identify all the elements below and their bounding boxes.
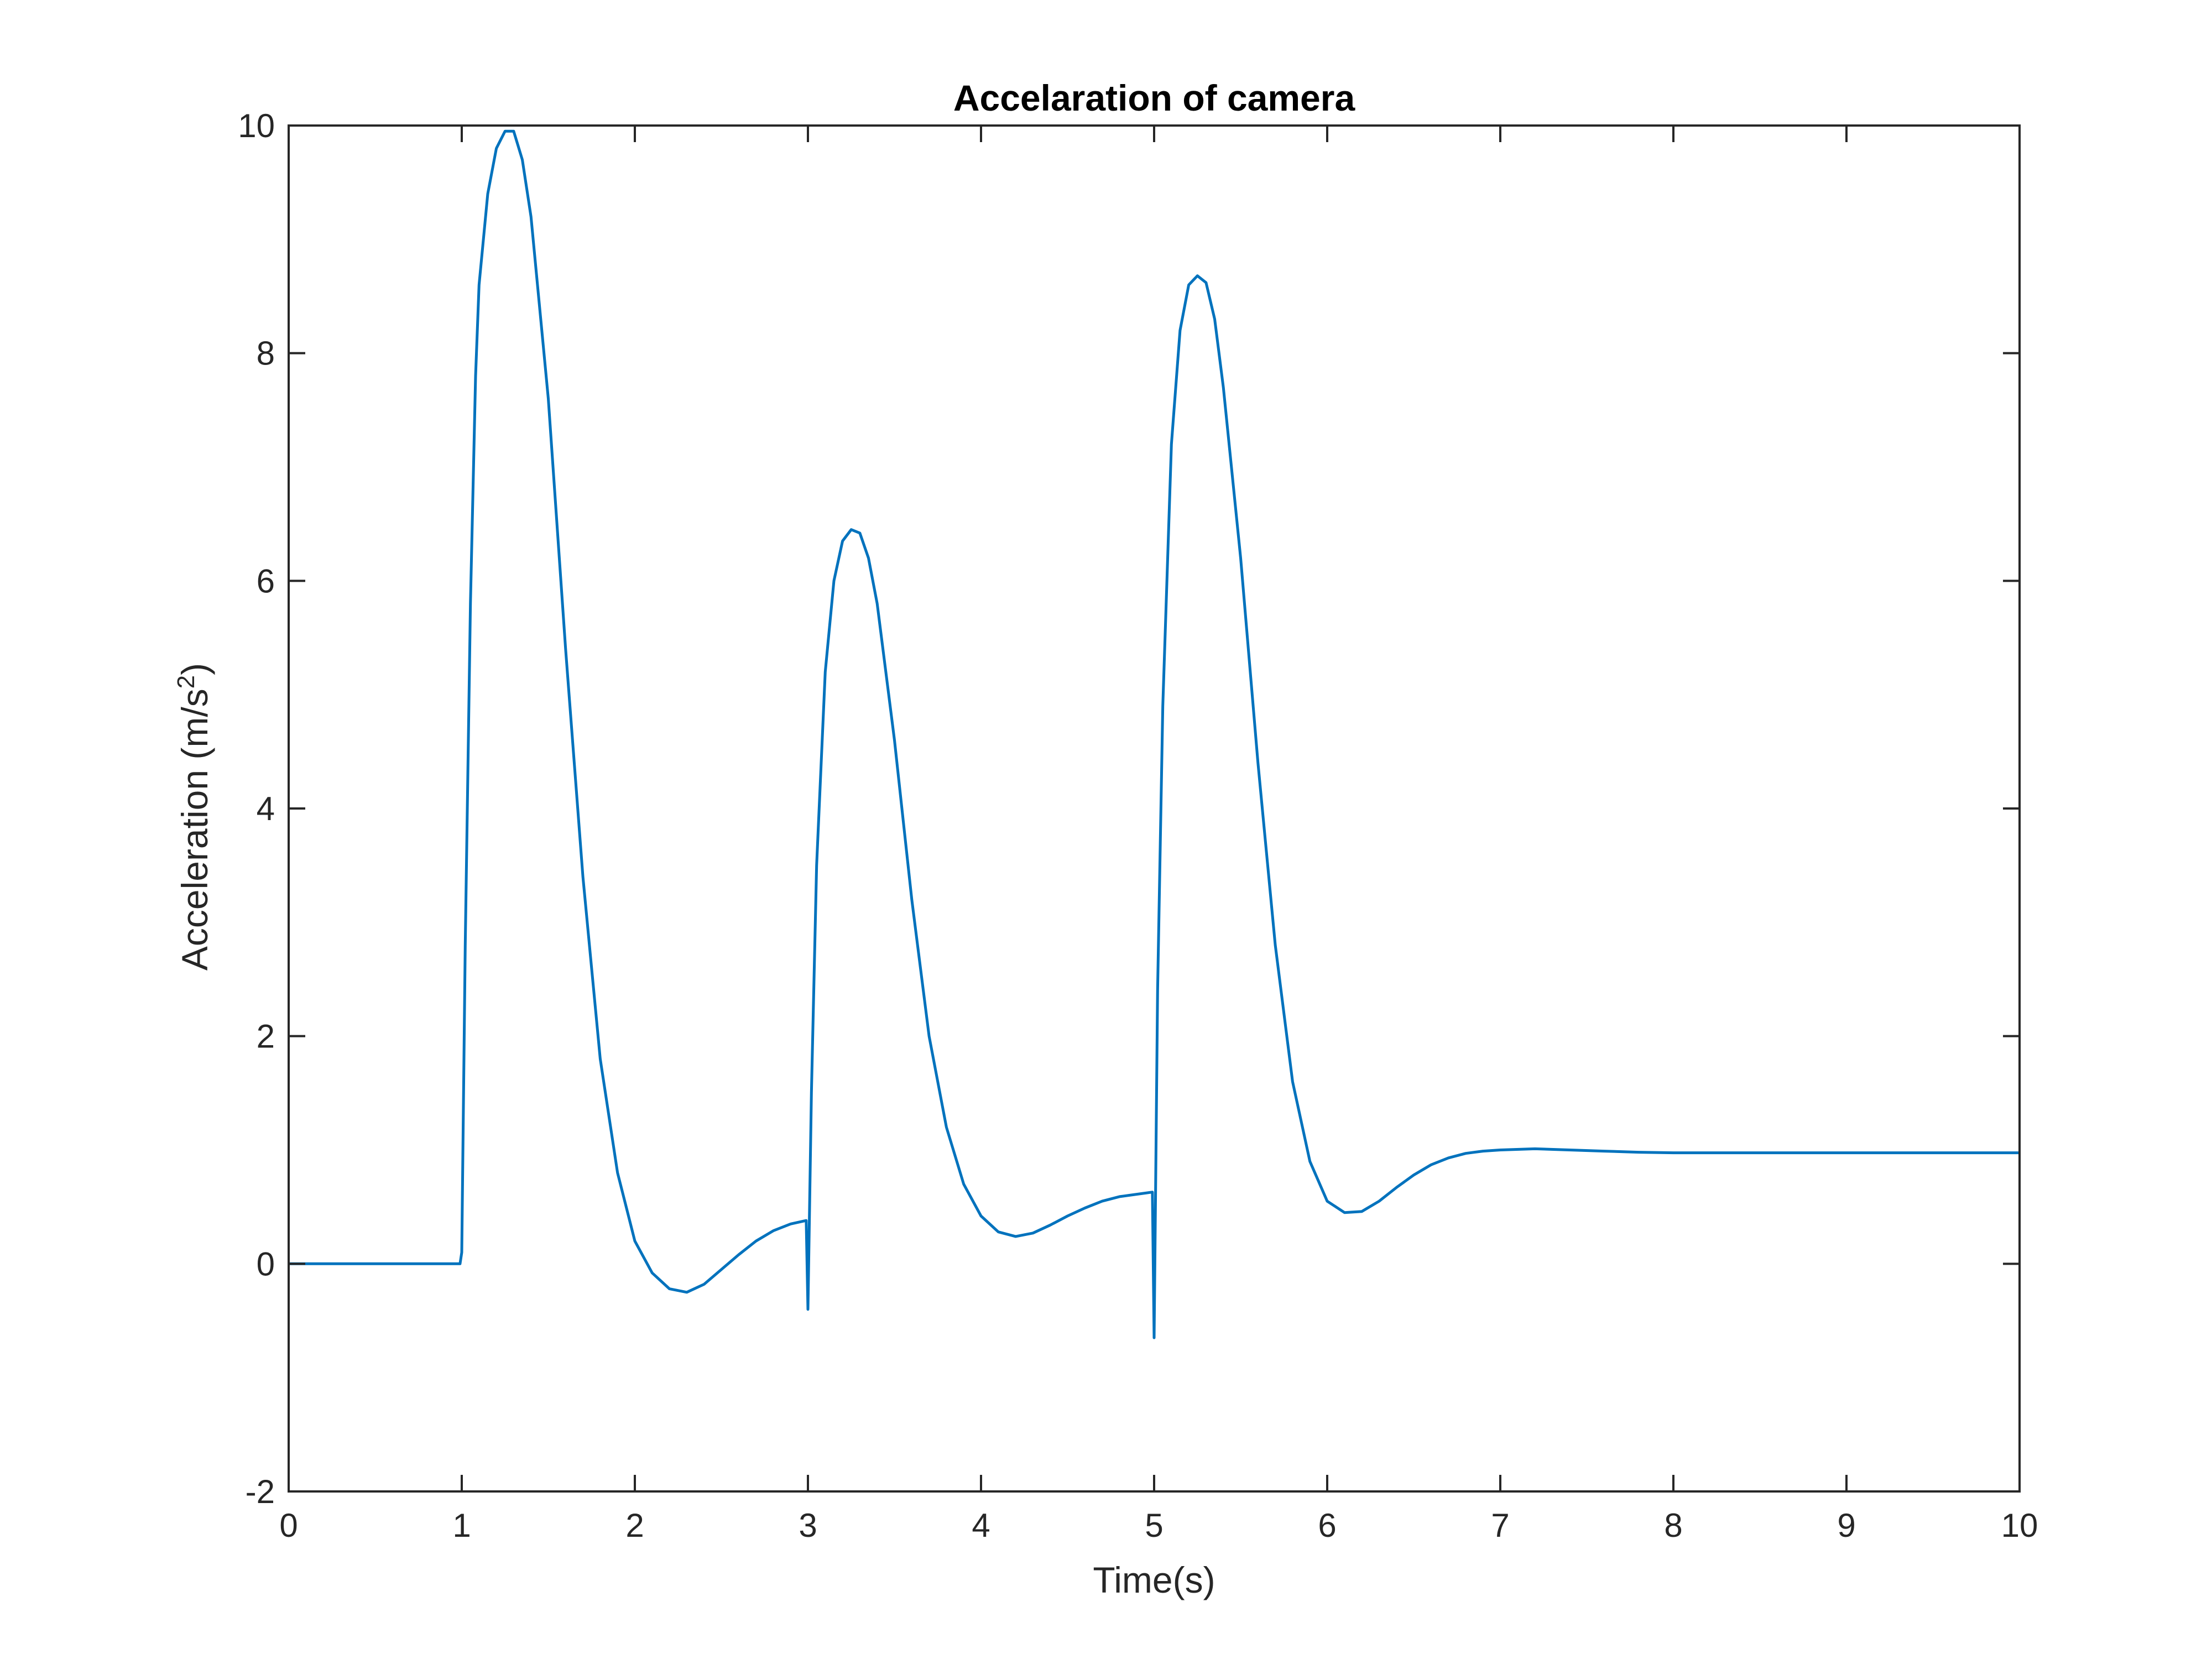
- y-tick-label: 10: [238, 107, 275, 144]
- y-axis-label: Acceleration (m/s2): [173, 663, 216, 971]
- x-tick-label: 0: [279, 1507, 298, 1544]
- x-tick-label: 6: [1318, 1507, 1336, 1544]
- x-tick-label: 3: [799, 1507, 817, 1544]
- y-tick-label: 6: [257, 562, 275, 599]
- x-tick-label: 5: [1145, 1507, 1163, 1544]
- x-tick-label: 7: [1491, 1507, 1509, 1544]
- x-tick-label: 4: [972, 1507, 990, 1544]
- y-axis-label-close: ): [174, 663, 215, 675]
- y-tick-label: -2: [246, 1473, 275, 1510]
- x-tick-label: 8: [1664, 1507, 1682, 1544]
- x-tick-label: 9: [1837, 1507, 1855, 1544]
- x-tick-label: 10: [2001, 1507, 2038, 1544]
- series-line-0: [289, 129, 2020, 1339]
- y-axis-label-main: Acceleration (m/s: [174, 688, 215, 971]
- y-tick-label: 2: [257, 1018, 275, 1055]
- y-axis-label-superscript: 2: [173, 675, 200, 688]
- x-tick-label: 1: [452, 1507, 471, 1544]
- x-axis-label: Time(s): [1093, 1559, 1215, 1600]
- y-tick-label: 4: [257, 790, 275, 827]
- y-tick-label: 0: [257, 1245, 275, 1282]
- chart-title: Accelaration of camera: [953, 77, 1356, 118]
- x-tick-label: 2: [625, 1507, 644, 1544]
- y-tick-label: 8: [257, 335, 275, 372]
